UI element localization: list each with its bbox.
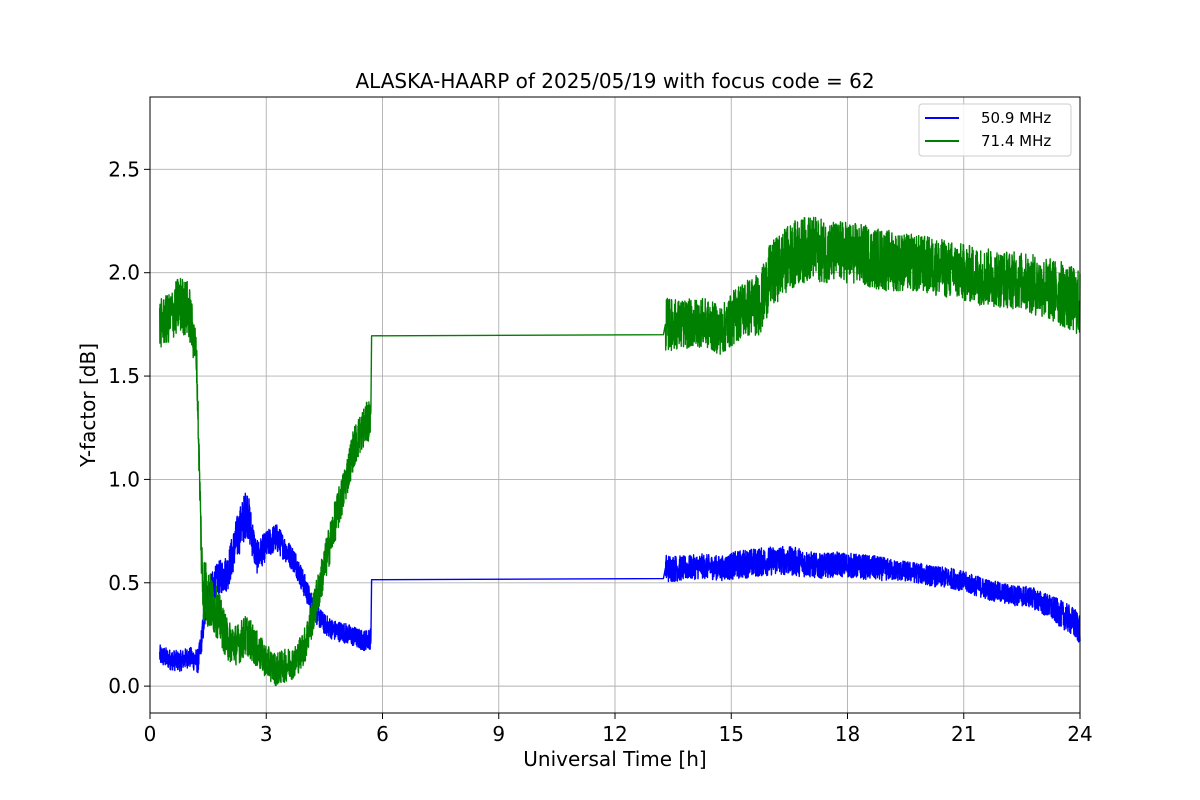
x-tick-label: 3 [260, 722, 273, 746]
x-tick-label: 6 [376, 722, 389, 746]
x-tick-label: 24 [1067, 722, 1092, 746]
y-tick-label: 0.0 [108, 674, 140, 698]
y-tick-label: 1.0 [108, 467, 140, 491]
x-tick-label: 0 [144, 722, 157, 746]
x-tick-label: 12 [602, 722, 627, 746]
y-tick-label: 0.5 [108, 571, 140, 595]
grid [149, 97, 1081, 713]
chart-title: ALASKA-HAARP of 2025/05/19 with focus co… [355, 69, 874, 93]
x-tick-label: 15 [719, 722, 744, 746]
legend: 50.9 MHz 71.4 MHz [918, 103, 1072, 157]
series-layer [159, 216, 1081, 687]
legend-label: 71.4 MHz [981, 132, 1051, 150]
y-tick-label: 2.5 [108, 157, 140, 181]
x-tick-label: 9 [492, 722, 505, 746]
axis-ticks: 0 3 6 9 12 15 18 21 24 0.0 0.5 1.0 1.5 2.0 2.5 [108, 157, 1093, 746]
legend-label: 50.9 MHz [981, 109, 1051, 127]
y-tick-label: 1.5 [108, 364, 140, 388]
series-line-2 [159, 216, 1081, 687]
series-line-1 [159, 492, 1081, 674]
x-axis-label: Universal Time [h] [523, 747, 706, 771]
y-axis-label: Y-factor [dB] [76, 343, 100, 468]
x-tick-label: 18 [835, 722, 860, 746]
x-tick-label: 21 [951, 722, 976, 746]
y-tick-label: 2.0 [108, 261, 140, 285]
